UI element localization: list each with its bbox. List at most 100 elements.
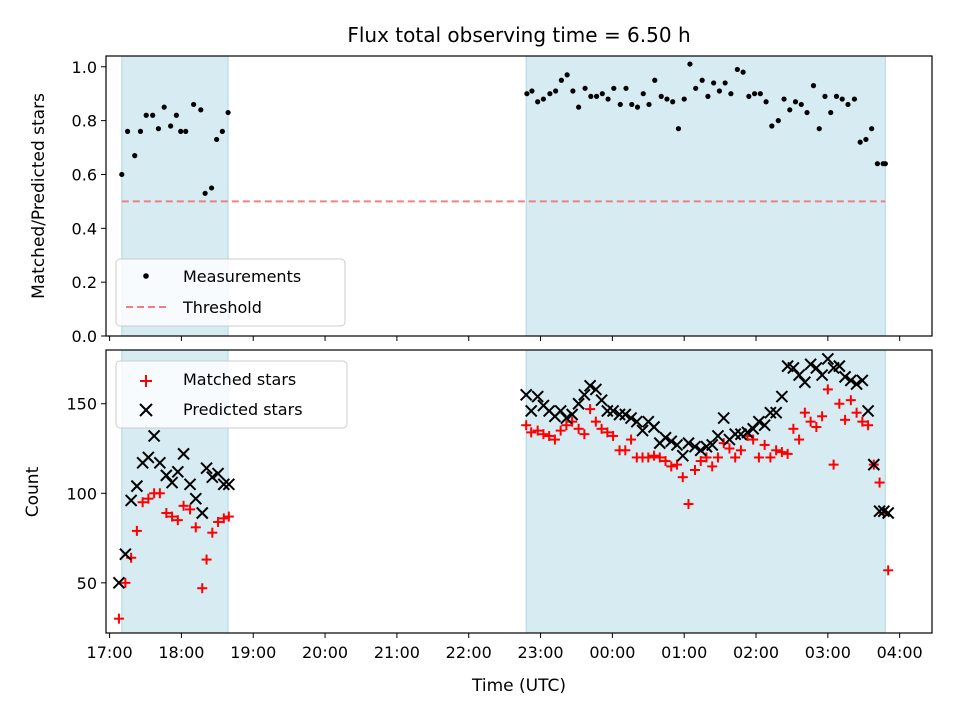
matched-star-point <box>805 416 816 427</box>
measurement-point <box>168 123 174 129</box>
measurement-point <box>728 91 734 97</box>
xtick-label: 04:00 <box>877 643 923 662</box>
predicted-mark-b <box>142 451 155 464</box>
measurement-point <box>547 91 553 97</box>
predicted-mark-b <box>810 361 823 375</box>
measurement-point <box>219 128 225 134</box>
predicted-mark-b <box>572 397 585 410</box>
matched-star-point <box>602 427 613 438</box>
bottom-x-ticks: 17:00 18:00 19:00 20:00 21:00 22:00 23:00 00:00… <box>87 633 923 662</box>
matched-star-point <box>185 504 196 515</box>
matched-star-point <box>724 443 735 454</box>
matched-star-point <box>851 407 862 418</box>
matched-star-point <box>120 577 131 588</box>
measurement-point <box>664 96 670 102</box>
matched-star-point <box>834 398 845 409</box>
predicted-mark-b <box>147 429 161 443</box>
measurement-point <box>161 104 167 110</box>
top-legend-box <box>115 258 346 327</box>
matched-star-point <box>883 565 894 576</box>
predicted-star-point <box>624 411 638 425</box>
predicted-star-point <box>810 361 823 375</box>
predicted-mark-b <box>217 478 231 491</box>
matched-star-point <box>811 422 822 433</box>
predicted-star-point <box>728 427 742 441</box>
matched-star-point <box>626 434 637 445</box>
matched-star-point <box>620 445 631 456</box>
chart-title: Flux total observing time = 6.50 h <box>347 23 690 47</box>
measurement-point <box>839 96 845 102</box>
predicted-mark-b <box>578 388 591 401</box>
predicted-star-point <box>670 438 684 452</box>
matched-star-point <box>532 425 543 436</box>
predicted-mark-b <box>838 370 852 384</box>
predicted-mark-b <box>694 444 707 457</box>
predicted-mark-b <box>153 456 167 470</box>
matched-star-point <box>201 554 212 565</box>
predicted-star-point <box>124 494 138 507</box>
measurement-point <box>775 118 781 124</box>
top-ytick-label: 0.4 <box>72 219 97 238</box>
predicted-mark-b <box>867 458 881 471</box>
matched-star-point <box>840 414 851 425</box>
measurement-point <box>833 93 840 99</box>
measurement-point <box>564 72 570 78</box>
bottom-y-axis-label: Count <box>23 466 43 517</box>
predicted-mark-b <box>844 374 858 387</box>
measurement-point <box>658 93 664 99</box>
matched-star-point <box>817 411 828 422</box>
predicted-mark-b <box>630 415 644 428</box>
matched-star-point <box>154 488 165 499</box>
predicted-star-point <box>682 436 695 450</box>
bottom-legend-box <box>115 360 348 429</box>
matched-star-point <box>643 452 654 463</box>
predicted-star-point <box>775 390 789 403</box>
predicted-mark-b <box>537 399 550 412</box>
predicted-mark-b <box>821 352 835 366</box>
predicted-star-point <box>206 470 219 484</box>
measurement-point <box>874 161 881 167</box>
xtick-label: 20:00 <box>302 643 348 662</box>
predicted-star-point <box>659 431 672 444</box>
measurement-point <box>540 96 547 102</box>
bottom-axes: 50 100 150 17:00 18:00 19:00 20:00 21:00 22:00 2… <box>23 349 933 696</box>
measurement-point <box>734 66 740 73</box>
predicted-star-point <box>601 404 614 418</box>
predicted-star-point <box>142 451 155 464</box>
matched-star-point <box>666 461 677 472</box>
matched-star-point <box>167 511 178 522</box>
predicted-mark-b <box>717 411 730 425</box>
xtick-label: 22:00 <box>446 643 492 662</box>
measurement-point <box>124 128 131 134</box>
measurement-point <box>740 69 746 75</box>
matched-star-point <box>521 420 532 431</box>
predicted-star-point <box>833 359 846 373</box>
predicted-mark-b <box>636 424 649 437</box>
predicted-mark-b <box>595 393 608 407</box>
matched-stars-points <box>113 384 894 624</box>
matched-star-point <box>677 472 688 483</box>
predicted-mark-b <box>613 408 626 421</box>
predicted-mark-b <box>554 404 567 418</box>
predicted-star-point <box>606 404 620 418</box>
predicted-star-point <box>764 406 777 419</box>
measurement-point <box>202 190 208 196</box>
predicted-star-point <box>717 411 730 425</box>
matched-star-point <box>759 439 770 450</box>
bottom-band-1 <box>525 349 886 634</box>
matched-star-point <box>753 452 764 463</box>
predicted-mark-b <box>781 359 794 373</box>
measurement-point <box>851 96 858 102</box>
predicted-star-point <box>171 465 185 479</box>
matched-star-point <box>197 583 208 594</box>
matched-star-point <box>707 461 718 472</box>
predicted-star-point <box>798 376 812 389</box>
matched-star-point <box>223 511 234 522</box>
measurement-point <box>869 126 875 132</box>
predicted-star-point <box>838 370 852 384</box>
predicted-star-point <box>850 377 863 391</box>
predicted-star-point <box>752 415 766 428</box>
top-legend: Measurements Threshold <box>115 258 346 327</box>
predicted-mark-b <box>519 388 533 401</box>
matched-star-point <box>828 459 839 470</box>
